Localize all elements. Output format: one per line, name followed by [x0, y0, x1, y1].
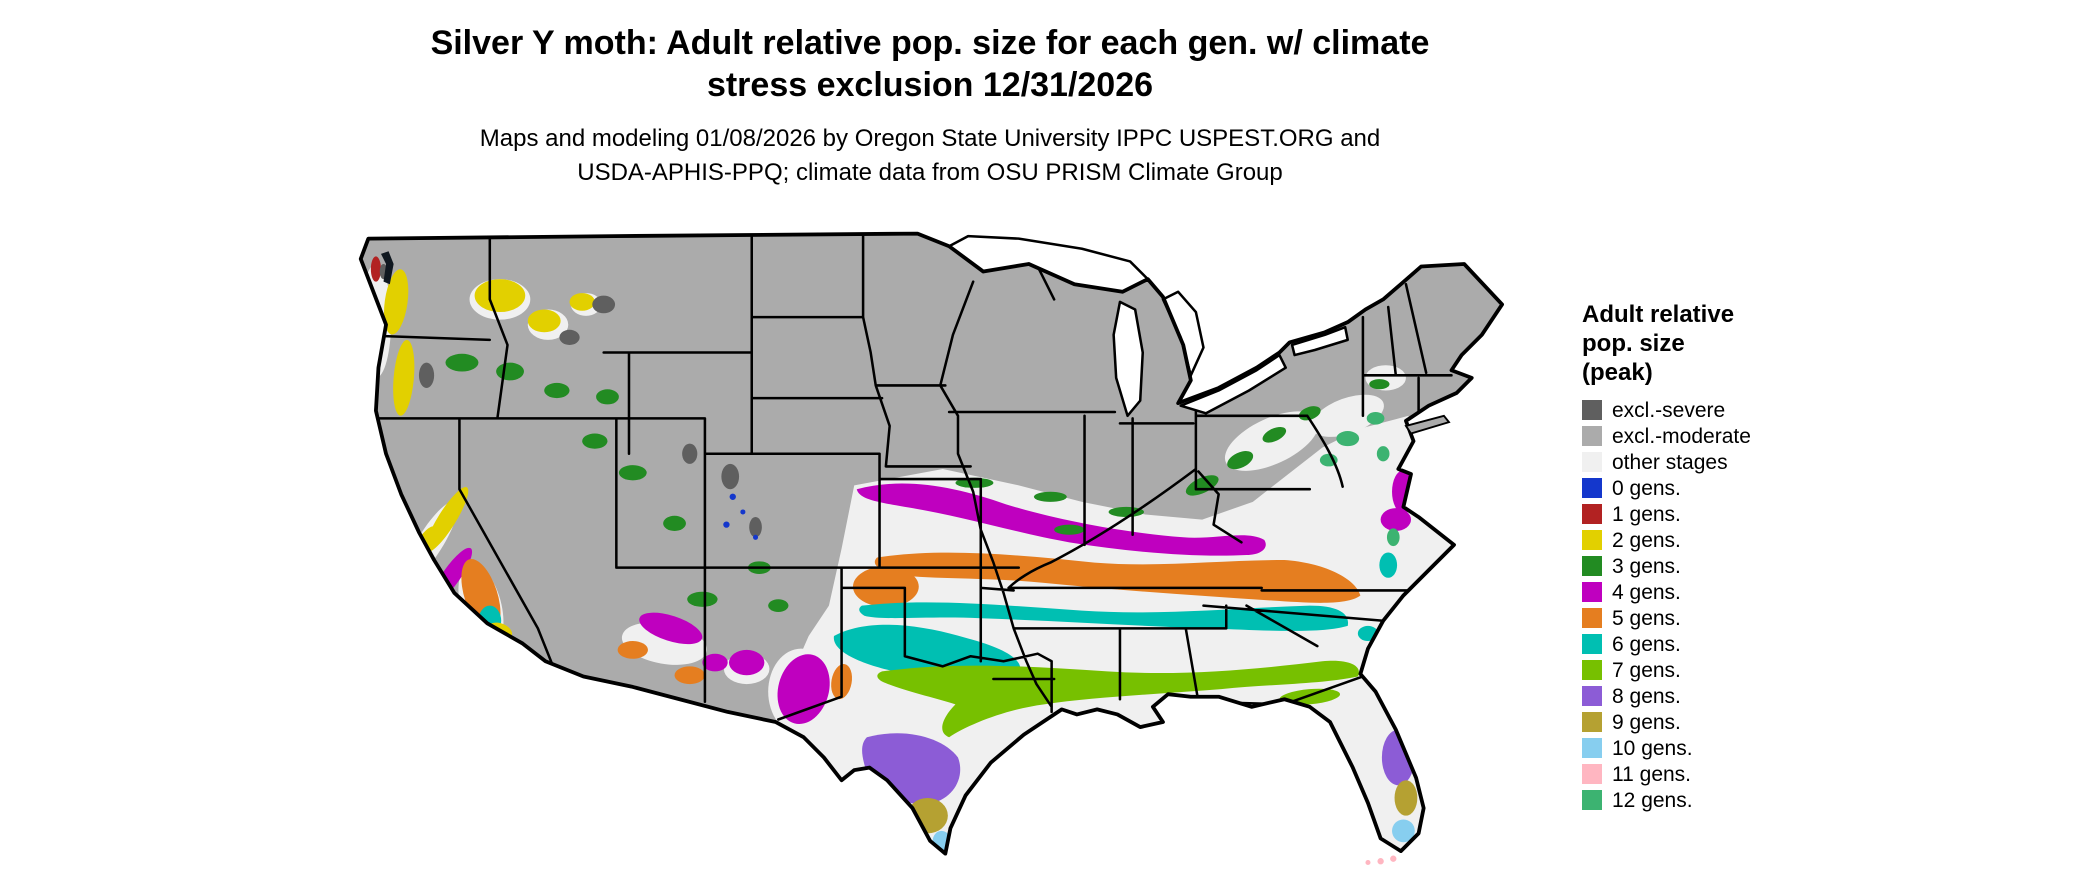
legend-item-label: 8 gens. — [1612, 684, 1681, 708]
legend-item-label: 9 gens. — [1612, 710, 1681, 734]
lake-michigan — [1112, 300, 1145, 418]
legend-item-10-gens: 10 gens. — [1582, 736, 1832, 760]
puget-sound — [380, 251, 394, 285]
region-3-gens — [445, 353, 1390, 612]
legend-swatch — [1582, 426, 1602, 446]
legend-item-label: 7 gens. — [1612, 658, 1681, 682]
legend-swatch — [1582, 556, 1602, 576]
legend-swatch — [1582, 738, 1602, 758]
legend-swatch — [1582, 764, 1602, 784]
region-0-gens — [723, 493, 759, 540]
legend-swatch — [1582, 452, 1602, 472]
legend-item-5-gens: 5 gens. — [1582, 606, 1832, 630]
lake-ontario — [1290, 325, 1349, 357]
legend-swatch — [1582, 504, 1602, 524]
legend-item-label: other stages — [1612, 450, 1728, 474]
legend-item-label: excl.-moderate — [1612, 424, 1751, 448]
region-10-gens — [932, 819, 1415, 852]
legend-swatch — [1582, 712, 1602, 732]
legend-rows: excl.-severe excl.-moderate other stages… — [1582, 398, 1832, 812]
legend-swatch — [1582, 686, 1602, 706]
figure-subtitle: Maps and modeling 01/08/2026 by Oregon S… — [0, 122, 1860, 190]
legend-item-label: 1 gens. — [1612, 502, 1681, 526]
legend-swatch — [1582, 478, 1602, 498]
legend-item-excl-moderate: excl.-moderate — [1582, 424, 1832, 448]
legend-item-label: 3 gens. — [1612, 554, 1681, 578]
region-excl-severe — [379, 263, 762, 538]
legend-item-label: 4 gens. — [1612, 580, 1681, 604]
legend-title-line-3: (peak) — [1582, 359, 1653, 386]
legend-item-11-gens: 11 gens. — [1582, 762, 1832, 786]
subtitle-line-1: Maps and modeling 01/08/2026 by Oregon S… — [479, 125, 1381, 152]
legend-swatch — [1582, 400, 1602, 420]
legend-item-excl-severe: excl.-severe — [1582, 398, 1832, 422]
legend-item-8-gens: 8 gens. — [1582, 684, 1832, 708]
map-legend: Adult relative pop. size (peak) excl.-se… — [1582, 300, 1832, 816]
region-other-stages — [775, 415, 1455, 854]
lake-erie — [1179, 353, 1287, 415]
legend-swatch — [1582, 530, 1602, 550]
legend-item-4-gens: 4 gens. — [1582, 580, 1832, 604]
legend-item-label: excl.-severe — [1612, 398, 1726, 422]
legend-title-line-2: pop. size — [1582, 330, 1685, 357]
us-generations-map — [358, 231, 1505, 866]
legend-item-label: 12 gens. — [1612, 788, 1693, 812]
legend-item-label: 5 gens. — [1612, 606, 1681, 630]
legend-item-0-gens: 0 gens. — [1582, 476, 1832, 500]
legend-item-label: 11 gens. — [1612, 762, 1692, 786]
legend-swatch — [1582, 634, 1602, 654]
legend-swatch — [1582, 608, 1602, 628]
legend-item-label: 2 gens. — [1612, 528, 1681, 552]
legend-title-line-1: Adult relative — [1582, 301, 1735, 328]
legend-item-1-gens: 1 gens. — [1582, 502, 1832, 526]
legend-item-2-gens: 2 gens. — [1582, 528, 1832, 552]
figure-title: Silver Y moth: Adult relative pop. size … — [0, 22, 1860, 106]
region-9-gens — [907, 780, 1418, 834]
legend-item-label: 10 gens. — [1612, 736, 1693, 760]
us-outline — [358, 231, 1505, 856]
legend-item-label: 6 gens. — [1612, 632, 1681, 656]
region-11-gens-keys — [1365, 855, 1397, 866]
legend-item-9-gens: 9 gens. — [1582, 710, 1832, 734]
legend-item-other-stages: other stages — [1582, 450, 1832, 474]
legend-swatch — [1582, 660, 1602, 680]
state-borders — [360, 234, 1453, 721]
legend-item-12-gens: 12 gens. — [1582, 788, 1832, 812]
long-island — [1404, 414, 1451, 435]
legend-swatch — [1582, 582, 1602, 602]
legend-item-6-gens: 6 gens. — [1582, 632, 1832, 656]
subtitle-line-2: USDA-APHIS-PPQ; climate data from OSU PR… — [577, 159, 1283, 186]
title-line-2: stress exclusion 12/31/2026 — [706, 66, 1154, 104]
region-1-gens — [370, 256, 381, 282]
legend-swatch — [1582, 790, 1602, 810]
legend-item-label: 0 gens. — [1612, 476, 1681, 500]
legend-title: Adult relative pop. size (peak) — [1582, 300, 1832, 387]
legend-item-3-gens: 3 gens. — [1582, 554, 1832, 578]
title-line-1: Silver Y moth: Adult relative pop. size … — [430, 24, 1430, 62]
legend-item-7-gens: 7 gens. — [1582, 658, 1832, 682]
